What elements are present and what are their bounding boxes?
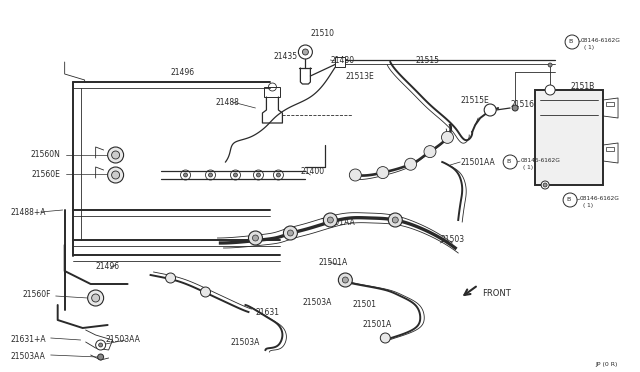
Bar <box>606 147 614 151</box>
Text: FRONT: FRONT <box>482 289 511 298</box>
Text: 21430: 21430 <box>330 56 355 65</box>
Text: 21488+A: 21488+A <box>11 208 46 217</box>
Text: B: B <box>566 197 570 202</box>
Text: 21513E: 21513E <box>346 72 374 81</box>
Text: 21501AA: 21501AA <box>460 158 495 167</box>
Text: 21510: 21510 <box>310 29 334 38</box>
Circle shape <box>541 181 549 189</box>
Circle shape <box>257 173 260 177</box>
Text: 21560N: 21560N <box>31 150 61 159</box>
Circle shape <box>95 340 106 350</box>
Text: B: B <box>506 159 511 164</box>
Circle shape <box>88 290 104 306</box>
Text: 21560F: 21560F <box>22 290 51 299</box>
Circle shape <box>209 173 212 177</box>
Text: 08146-6162G: 08146-6162G <box>580 196 620 201</box>
Circle shape <box>302 49 308 55</box>
Circle shape <box>284 226 298 240</box>
Bar <box>606 102 614 106</box>
Circle shape <box>342 277 348 283</box>
Circle shape <box>323 213 337 227</box>
Text: JP (0 R): JP (0 R) <box>595 362 618 367</box>
Text: 21515: 21515 <box>415 56 439 65</box>
Circle shape <box>548 63 552 67</box>
Circle shape <box>200 287 211 297</box>
Circle shape <box>424 145 436 158</box>
Circle shape <box>184 173 188 177</box>
Circle shape <box>276 173 280 177</box>
Text: 21631+A: 21631+A <box>10 335 45 344</box>
Circle shape <box>234 173 237 177</box>
Text: 21631: 21631 <box>255 308 280 317</box>
Circle shape <box>545 85 555 95</box>
Text: 21560E: 21560E <box>32 170 61 179</box>
Circle shape <box>328 217 333 223</box>
Circle shape <box>111 171 120 179</box>
Circle shape <box>99 343 102 347</box>
Circle shape <box>442 131 454 143</box>
Circle shape <box>543 183 547 187</box>
Text: 21503A: 21503A <box>230 338 260 347</box>
Circle shape <box>512 105 518 111</box>
Text: 21501: 21501 <box>353 300 376 309</box>
Bar <box>535 90 603 185</box>
Text: 21435: 21435 <box>273 52 298 61</box>
Text: 2151B: 2151B <box>570 82 595 91</box>
Circle shape <box>392 217 398 223</box>
Circle shape <box>349 169 362 181</box>
Circle shape <box>298 45 312 59</box>
Text: 21496: 21496 <box>170 68 195 77</box>
Text: 21501A: 21501A <box>362 320 392 329</box>
Text: 21501AA: 21501AA <box>321 218 355 227</box>
Text: 08146-6162G: 08146-6162G <box>520 158 560 163</box>
Text: 08146-6162G: 08146-6162G <box>581 38 621 43</box>
Circle shape <box>339 273 353 287</box>
Text: 21488: 21488 <box>216 98 239 107</box>
Bar <box>264 87 280 97</box>
Circle shape <box>380 333 390 343</box>
Circle shape <box>287 230 293 236</box>
Circle shape <box>166 273 175 283</box>
Text: 21515E: 21515E <box>460 96 489 105</box>
Circle shape <box>108 167 124 183</box>
Circle shape <box>377 167 388 179</box>
Text: 21503AA: 21503AA <box>11 352 45 361</box>
Circle shape <box>111 151 120 159</box>
Circle shape <box>252 235 259 241</box>
Text: 21400: 21400 <box>300 167 324 176</box>
Bar <box>335 57 346 67</box>
Text: ( 1): ( 1) <box>583 203 593 208</box>
Circle shape <box>108 147 124 163</box>
Text: 21496: 21496 <box>95 262 120 271</box>
Text: 21501A: 21501A <box>318 258 348 267</box>
Circle shape <box>98 354 104 360</box>
Text: 21516: 21516 <box>510 100 534 109</box>
Circle shape <box>388 213 403 227</box>
Text: 21503AA: 21503AA <box>106 335 141 344</box>
Text: ( 1): ( 1) <box>584 45 594 50</box>
Text: ( 1): ( 1) <box>523 165 533 170</box>
Text: 21503: 21503 <box>440 235 465 244</box>
Circle shape <box>92 294 100 302</box>
Circle shape <box>484 104 496 116</box>
Circle shape <box>248 231 262 245</box>
Circle shape <box>404 158 417 170</box>
Text: 21503A: 21503A <box>302 298 332 307</box>
Text: B: B <box>568 39 572 44</box>
